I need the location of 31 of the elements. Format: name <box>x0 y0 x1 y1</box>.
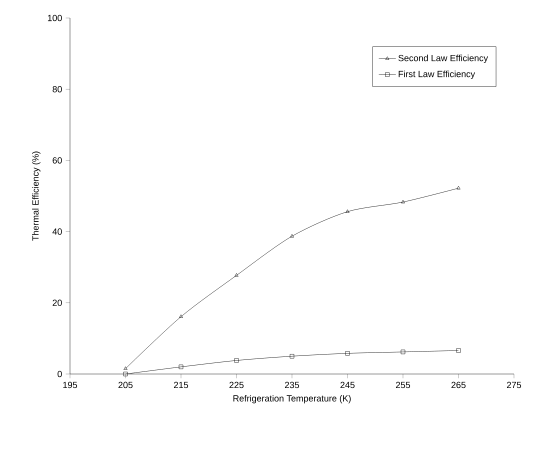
point <box>179 314 183 318</box>
point <box>178 364 184 370</box>
point <box>290 354 294 358</box>
y-tick-label: 0 <box>58 370 62 378</box>
y-tick-label: 100 <box>48 14 62 22</box>
point <box>401 200 405 204</box>
legend-label: Second Law Efficiency <box>398 54 488 63</box>
point <box>346 209 350 213</box>
y-tick-label: 40 <box>52 228 62 235</box>
point <box>290 234 294 238</box>
x-tick-label: 255 <box>396 382 410 388</box>
y-tick-label: 60 <box>52 157 62 164</box>
x-tick-label: 205 <box>118 382 133 388</box>
y-axis-title: Thermal Efficiency (%) <box>32 152 40 241</box>
x-tick-label: 275 <box>506 382 522 388</box>
point <box>123 372 128 376</box>
point <box>400 350 406 354</box>
x-tick-label: 245 <box>340 382 355 388</box>
point <box>234 358 239 363</box>
point <box>345 351 350 356</box>
x-tick-label: 215 <box>174 382 188 388</box>
y-tick-label: 20 <box>52 300 62 306</box>
y-tick-label: 80 <box>52 86 62 92</box>
x-axis-title: Refrigeration Temperature (K) <box>233 394 351 404</box>
point <box>456 348 461 353</box>
x-tick-label: 265 <box>451 382 466 388</box>
legend-label: First Law Efficiency <box>398 70 476 79</box>
x-tick-label: 225 <box>229 382 244 388</box>
x-tick-label: 195 <box>63 382 78 388</box>
point <box>234 273 238 277</box>
x-tick-label: 235 <box>284 382 300 388</box>
